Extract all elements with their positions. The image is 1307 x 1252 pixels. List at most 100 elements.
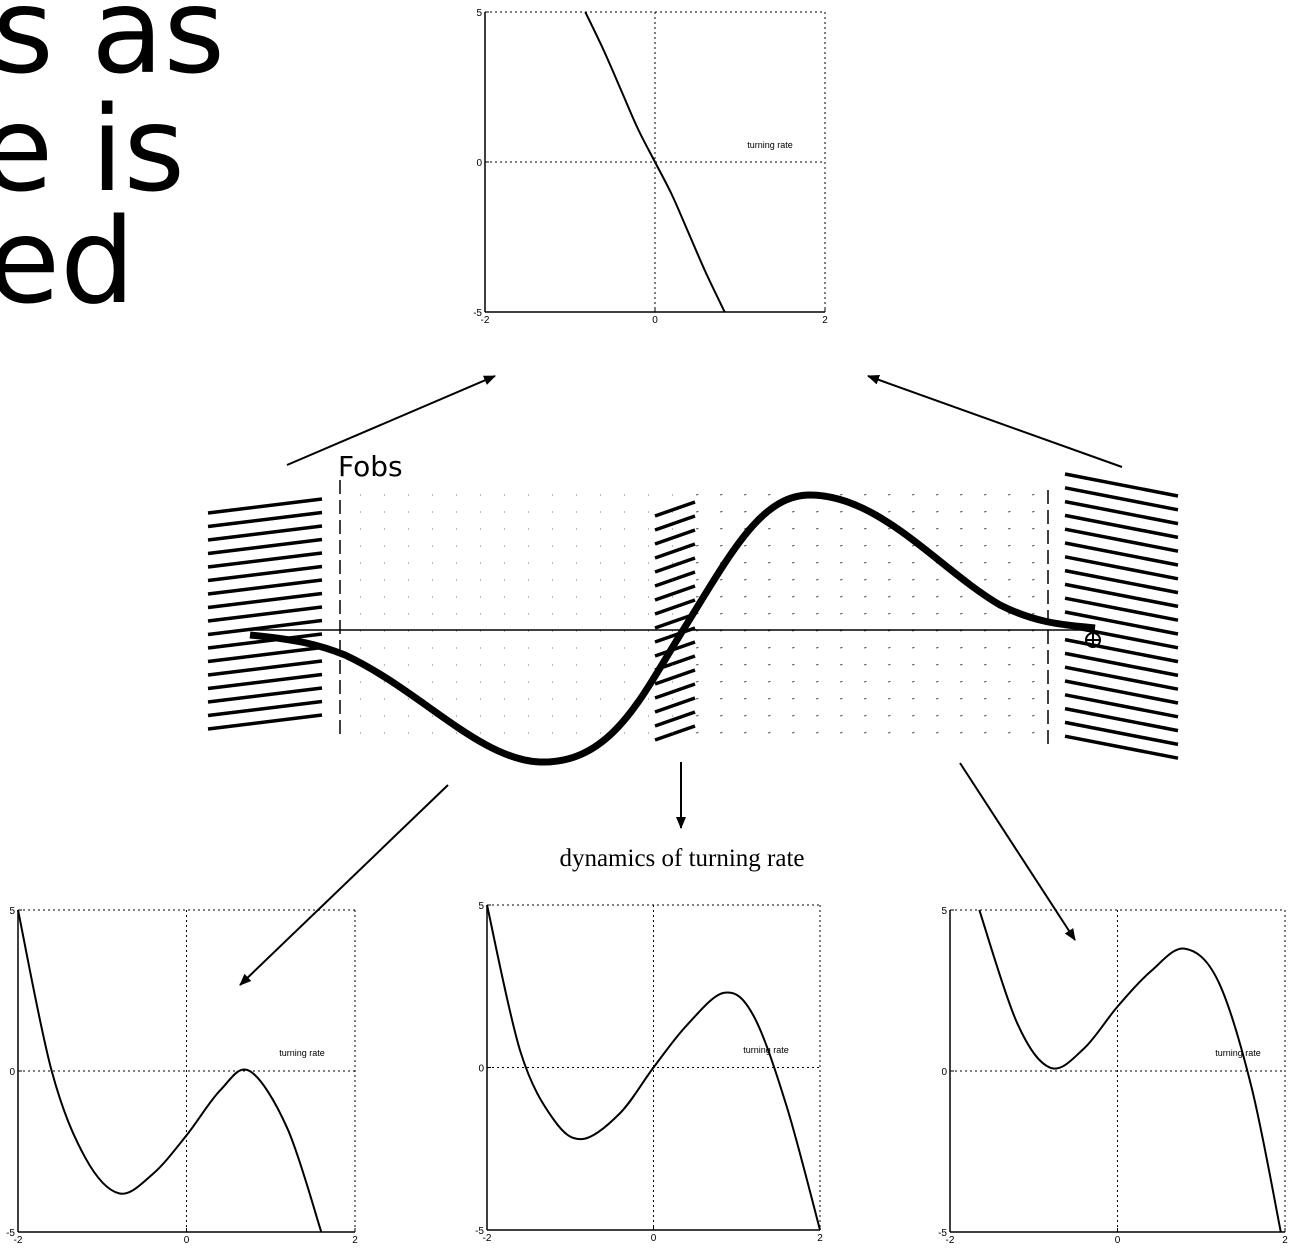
hatch-line [655, 530, 695, 544]
y-tick-label: 5 [476, 8, 482, 19]
field-dot [792, 579, 795, 580]
hatch-line [208, 715, 322, 729]
field-dot [1032, 681, 1035, 682]
figure-page: is as le is ned Fobs dynamics of turning… [0, 0, 1307, 1252]
field-dot [912, 511, 915, 512]
field-dot [696, 647, 699, 648]
field-dot [840, 664, 843, 665]
field-dot [744, 562, 747, 563]
field-dot [816, 528, 819, 529]
field-dot [1032, 494, 1035, 495]
series-label: turning rate [279, 1048, 325, 1058]
field-dot [888, 545, 891, 546]
y-tick-label: -5 [938, 1228, 947, 1239]
x-tick-label: 2 [352, 1235, 358, 1246]
y-tick-label: 5 [9, 906, 15, 917]
field-dot [768, 545, 771, 546]
field-dot [864, 664, 867, 665]
caption: dynamics of turning rate [559, 845, 804, 872]
field-dot [1032, 647, 1035, 648]
hatch-line [655, 502, 695, 516]
field-dot [744, 647, 747, 648]
field-dot [1008, 511, 1011, 512]
field-dot [792, 647, 795, 648]
field-dot [984, 511, 987, 512]
field-dot [840, 545, 843, 546]
field-dot [696, 528, 699, 529]
field-dot [912, 528, 915, 529]
hatch-line [655, 712, 695, 726]
field-dot [816, 613, 819, 614]
field-dot [864, 562, 867, 563]
field-dot [744, 545, 747, 546]
field-dot [1032, 664, 1035, 665]
field-dot [936, 613, 939, 614]
series-label: turning rate [1215, 1048, 1261, 1058]
charts: -202-505turning rate-202-505turning rate… [6, 8, 1288, 1246]
field-dot [1008, 596, 1011, 597]
field-dot [1032, 698, 1035, 699]
x-tick-label: 0 [651, 1233, 657, 1244]
field-dot [984, 494, 987, 495]
arrow [240, 785, 448, 985]
field-dot [912, 681, 915, 682]
y-tick-label: -5 [475, 1226, 484, 1237]
slide-line: ned [0, 192, 135, 330]
field-dot [792, 528, 795, 529]
field-dot [888, 528, 891, 529]
field-dot [984, 681, 987, 682]
field-dot [744, 681, 747, 682]
x-tick-label: 0 [1115, 1235, 1121, 1246]
field-dot [864, 545, 867, 546]
field-dot [792, 545, 795, 546]
field-dot [696, 494, 699, 495]
field-dot [720, 664, 723, 665]
field-dot [984, 528, 987, 529]
field-dot [984, 647, 987, 648]
field-dot [840, 698, 843, 699]
field-dot [984, 579, 987, 580]
hatch-line [208, 499, 322, 513]
field-dot [1008, 732, 1011, 733]
field-dot [744, 732, 747, 733]
field-dot [744, 579, 747, 580]
field-dot [960, 647, 963, 648]
field-dot [864, 681, 867, 682]
field-dot [840, 715, 843, 716]
field-dot [960, 698, 963, 699]
field-dot [912, 647, 915, 648]
field-dot [1032, 579, 1035, 580]
field-dot [936, 528, 939, 529]
field-dot [840, 511, 843, 512]
field-dot [744, 664, 747, 665]
field-dot [984, 698, 987, 699]
field-dot [744, 698, 747, 699]
field-dot [888, 698, 891, 699]
field-dot [1008, 715, 1011, 716]
field-dot [840, 562, 843, 563]
field-dot [768, 732, 771, 733]
hatch-line [208, 513, 322, 527]
field-dot [1008, 545, 1011, 546]
field-dot [960, 715, 963, 716]
field-dot [720, 698, 723, 699]
field-dot [816, 681, 819, 682]
plot: -202-505turning rate [938, 906, 1288, 1246]
field-dot [960, 596, 963, 597]
field-dot [840, 681, 843, 682]
field-dot [984, 613, 987, 614]
field-dot [864, 494, 867, 495]
arrow [960, 763, 1075, 940]
field-dot [1032, 732, 1035, 733]
field-dot [792, 715, 795, 716]
field-dot [696, 511, 699, 512]
field-dot [888, 494, 891, 495]
diagram: Fobs dynamics of turning rate [208, 376, 1178, 985]
hatch-line [655, 544, 695, 558]
series-label: turning rate [747, 140, 793, 150]
field-dot [792, 596, 795, 597]
field-dot [912, 715, 915, 716]
field-dot [936, 732, 939, 733]
field-dot [840, 528, 843, 529]
field-dot [792, 562, 795, 563]
